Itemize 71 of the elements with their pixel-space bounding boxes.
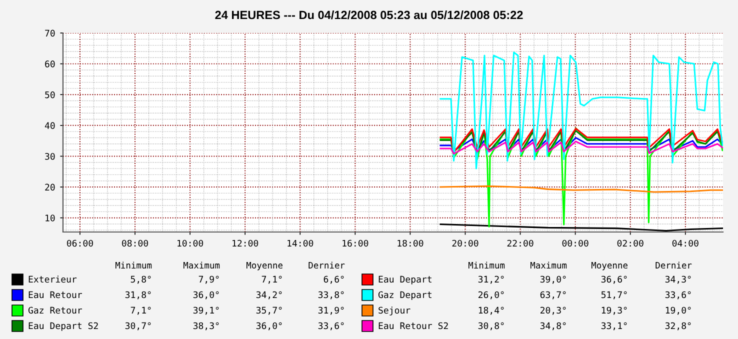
x-tick-label: 22:00: [507, 240, 534, 247]
text: Dernier: [308, 262, 345, 269]
text: 30,8°: [478, 322, 504, 330]
y-tick-label: 20: [45, 184, 55, 191]
x-tick-label: 00:00: [562, 240, 588, 247]
text: 19,3°: [602, 306, 627, 315]
text: Minimum: [115, 262, 152, 269]
text: 33,6°: [318, 322, 344, 330]
text: 31,8°: [125, 291, 151, 300]
text: 33,8°: [318, 291, 344, 300]
text: 39,1°: [193, 306, 219, 315]
text: 7,1°: [262, 276, 282, 284]
x-tick-label: 12:00: [232, 240, 258, 247]
x-tick-label: 10:00: [178, 240, 204, 247]
text: 34,2°: [256, 291, 282, 300]
y-tick-label: 40: [44, 122, 55, 129]
y-tick-label: 30: [45, 152, 55, 160]
text: 34,3°: [665, 276, 691, 284]
text: 30,7°: [125, 322, 151, 330]
text: 35,7°: [256, 306, 282, 315]
text: 7,1°: [130, 306, 151, 315]
legend-label: Sejour: [378, 306, 410, 316]
text: 6,6°: [324, 276, 344, 284]
chart-title: 24 HEURES --- Du 04/12/2008 05:23 au 05/12/2008 05:22: [215, 10, 523, 20]
line-series: [440, 52, 723, 170]
text: 51,7°: [601, 291, 627, 300]
x-tick-label: 08:00: [122, 240, 148, 247]
text: 63,7°: [540, 291, 566, 300]
text: 39,0°: [540, 276, 566, 284]
text: 18,4°: [478, 306, 504, 315]
text: 36,0°: [256, 322, 282, 330]
y-tick-label: 50: [45, 91, 55, 98]
x-tick-label: 04:00: [672, 240, 698, 247]
text: 36,6°: [601, 276, 627, 284]
text: 36,0°: [193, 291, 219, 300]
text: 19,0°: [666, 306, 691, 315]
y-tick-label: 60: [45, 60, 55, 68]
x-tick-label: 14:00: [288, 240, 314, 247]
legend-label: Gaz Depart: [378, 291, 432, 300]
text: Moyenne: [591, 262, 628, 270]
legend-label: Eau Retour: [28, 291, 82, 298]
text: Maximum: [183, 262, 220, 269]
text: 33,6°: [665, 291, 691, 300]
legend-label: Gaz Retour: [28, 306, 82, 314]
legend-label: Eau Retour S2: [378, 322, 448, 330]
text: Moyenne: [246, 262, 282, 270]
x-tick-label: 18:00: [398, 240, 424, 247]
x-tick-label: 02:00: [617, 240, 644, 247]
line-series: [440, 140, 723, 155]
text: 32,8°: [665, 322, 691, 330]
text: 20,3°: [540, 306, 566, 315]
x-tick-label: 06:00: [66, 240, 93, 247]
text: 38,3°: [193, 322, 219, 330]
text: Minimum: [468, 262, 505, 269]
text: 26,0°: [478, 291, 504, 300]
y-tick-label: 70: [45, 30, 55, 37]
text: Maximum: [530, 262, 567, 269]
legend-label: Exterieur: [28, 276, 77, 283]
y-tick-label: 10: [46, 214, 55, 222]
text: 33,1°: [601, 322, 627, 330]
line-series: [440, 224, 723, 232]
text: 34,8°: [540, 322, 566, 330]
text: 31,9°: [318, 306, 344, 315]
text: 5,8°: [130, 276, 151, 284]
text: Dernier: [656, 262, 692, 269]
legend-label: Eau Depart S2: [28, 322, 98, 331]
text: 31,2°: [478, 276, 504, 284]
legend-label: Eau Depart: [378, 276, 432, 284]
x-tick-label: 20:00: [452, 240, 478, 247]
x-tick-label: 16:00: [342, 240, 368, 247]
text: 7,9°: [198, 276, 219, 284]
